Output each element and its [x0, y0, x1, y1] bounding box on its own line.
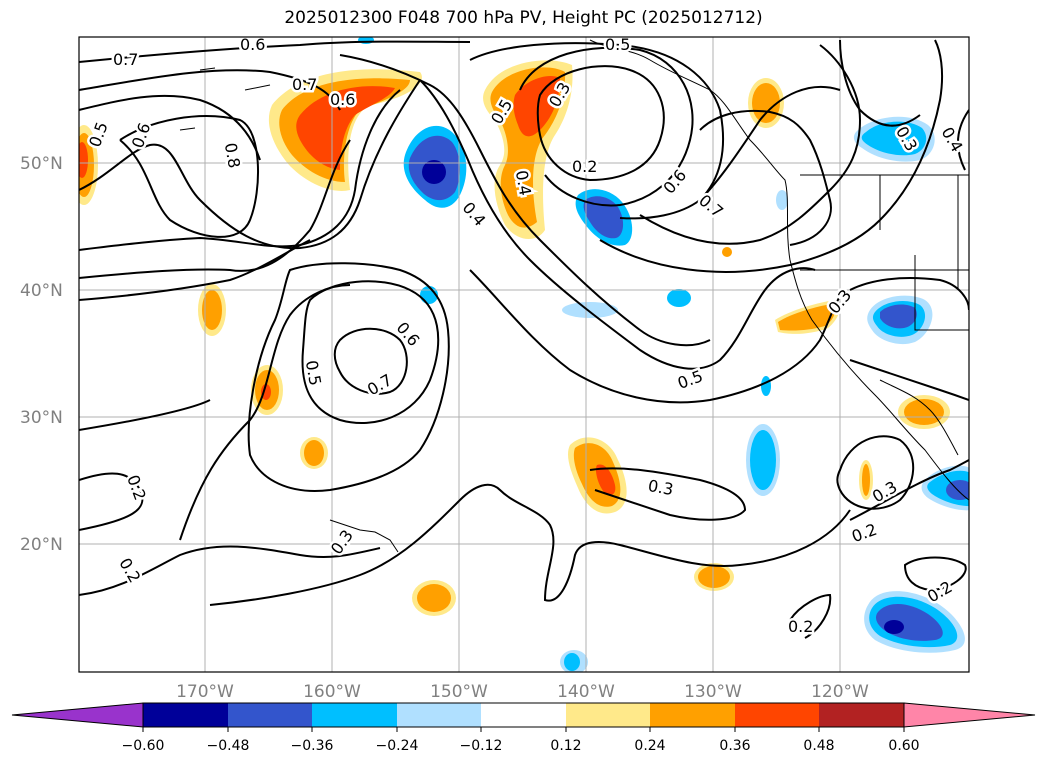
contour-label: 0.6: [240, 35, 265, 54]
lon-label-130w: 130°W: [684, 682, 742, 702]
colorbar-tick: −0.48: [207, 738, 250, 754]
colorbar-tick: −0.36: [291, 738, 334, 754]
latitude-labels: 50°N 40°N 30°N 20°N: [20, 154, 63, 555]
colorbar-tick: 0.48: [803, 738, 834, 754]
longitude-labels: 170°W 160°W 150°W 140°W 130°W 120°W: [176, 682, 869, 702]
colorbar-segment: [312, 703, 397, 727]
colorbar-tick: 0.12: [550, 738, 581, 754]
colorbar-tick: −0.24: [376, 738, 419, 754]
pv-shading: [79, 37, 969, 672]
colorbar-segment: [397, 703, 481, 727]
colorbar-tick: −0.60: [122, 738, 165, 754]
lon-label-170w: 170°W: [176, 682, 234, 702]
lon-label-160w: 160°W: [303, 682, 361, 702]
lat-label-20n: 20°N: [20, 535, 63, 555]
lat-label-50n: 50°N: [20, 154, 63, 174]
coastlines: [179, 39, 969, 553]
colorbar-segment: [650, 703, 735, 727]
map-panel: 0.7 0.6 0.5 0.6 0.7 0.6 0.8 0.5 0.3 0.5 …: [79, 35, 969, 672]
colorbar-tick: 0.24: [634, 738, 665, 754]
height-contours: [79, 39, 969, 639]
contour-label: 0.7: [113, 50, 138, 69]
colorbar-extend-max: [903, 702, 1036, 728]
lat-label-40n: 40°N: [20, 281, 63, 301]
lon-label-140w: 140°W: [557, 682, 615, 702]
contour-label: 0.5: [605, 35, 630, 54]
map-title: 2025012300 F048 700 hPa PV, Height PC (2…: [284, 8, 763, 28]
graticule: [79, 37, 969, 672]
lon-label-150w: 150°W: [430, 682, 488, 702]
colorbar-segment: [735, 703, 819, 727]
colorbar-segment: [481, 703, 566, 727]
lon-label-120w: 120°W: [811, 682, 869, 702]
colorbar-tick: −0.12: [460, 738, 503, 754]
contour-label: 0.6: [330, 90, 355, 109]
colorbar-tick: 0.60: [888, 738, 919, 754]
colorbar-segment: [228, 703, 312, 727]
colorbar-tick: 0.36: [719, 738, 750, 754]
colorbar-segment: [143, 703, 228, 727]
colorbar-extend-min: [11, 702, 144, 728]
contour-label: 0.7: [292, 75, 317, 94]
colorbar-segment: [819, 703, 904, 727]
map-border: [78, 36, 970, 673]
colorbar: −0.60 −0.48 −0.36 −0.24 −0.12 0.12 0.24 …: [11, 702, 1036, 754]
colorbar-segment: [566, 703, 650, 727]
lat-label-30n: 30°N: [20, 408, 63, 428]
contour-label: 0.2: [788, 617, 813, 636]
contour-label: 0.2: [572, 157, 597, 176]
